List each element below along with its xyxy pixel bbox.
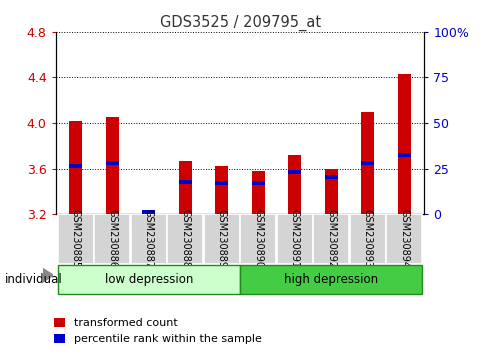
Text: GSM230889: GSM230889 xyxy=(216,210,227,268)
FancyBboxPatch shape xyxy=(94,214,130,264)
Bar xyxy=(288,155,301,214)
Bar xyxy=(106,117,119,214)
Title: GDS3525 / 209795_at: GDS3525 / 209795_at xyxy=(159,14,320,30)
FancyBboxPatch shape xyxy=(204,214,239,264)
Bar xyxy=(324,169,337,214)
FancyBboxPatch shape xyxy=(386,214,421,264)
Bar xyxy=(215,181,228,185)
FancyBboxPatch shape xyxy=(240,214,275,264)
Bar xyxy=(361,112,374,214)
Bar xyxy=(288,170,301,174)
Text: high depression: high depression xyxy=(284,273,378,286)
Text: GSM230886: GSM230886 xyxy=(107,210,117,268)
FancyBboxPatch shape xyxy=(131,214,166,264)
Text: GSM230890: GSM230890 xyxy=(253,210,263,268)
Bar xyxy=(215,166,228,214)
Bar xyxy=(179,180,191,184)
Text: GSM230887: GSM230887 xyxy=(144,209,153,269)
Text: GSM230892: GSM230892 xyxy=(326,209,335,269)
Bar xyxy=(251,181,264,185)
Bar xyxy=(69,121,82,214)
Text: individual: individual xyxy=(5,273,62,286)
Text: low depression: low depression xyxy=(105,273,193,286)
FancyBboxPatch shape xyxy=(167,214,203,264)
Text: GSM230894: GSM230894 xyxy=(398,210,408,268)
Bar xyxy=(361,161,374,165)
Bar xyxy=(69,164,82,168)
Bar xyxy=(324,175,337,178)
Text: GSM230885: GSM230885 xyxy=(71,209,81,269)
Legend: transformed count, percentile rank within the sample: transformed count, percentile rank withi… xyxy=(49,313,265,348)
Bar xyxy=(251,171,264,214)
Text: GSM230888: GSM230888 xyxy=(180,210,190,268)
Text: GSM230891: GSM230891 xyxy=(289,210,299,268)
Bar xyxy=(179,161,191,214)
Bar xyxy=(142,213,155,214)
Bar xyxy=(397,74,410,214)
Bar xyxy=(142,210,155,214)
FancyBboxPatch shape xyxy=(58,266,239,294)
Bar xyxy=(397,153,410,157)
FancyBboxPatch shape xyxy=(313,214,348,264)
Polygon shape xyxy=(43,268,53,282)
FancyBboxPatch shape xyxy=(349,214,385,264)
FancyBboxPatch shape xyxy=(240,266,421,294)
Text: GSM230893: GSM230893 xyxy=(362,210,372,268)
Bar xyxy=(106,161,119,165)
FancyBboxPatch shape xyxy=(276,214,312,264)
FancyBboxPatch shape xyxy=(58,214,93,264)
